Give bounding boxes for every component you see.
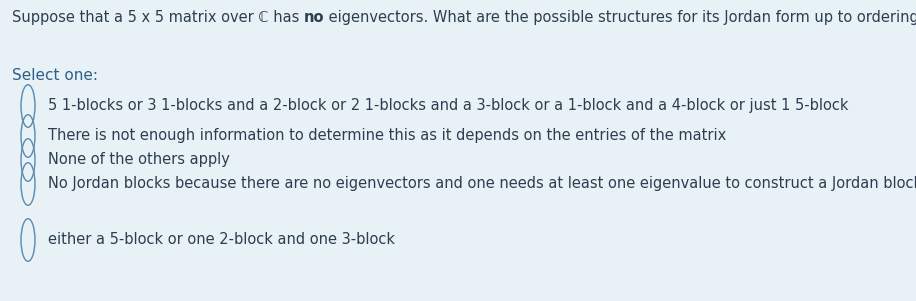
Text: Select one:: Select one:: [12, 68, 98, 83]
Text: There is not enough information to determine this as it depends on the entries o: There is not enough information to deter…: [48, 128, 726, 143]
Text: None of the others apply: None of the others apply: [48, 152, 230, 167]
Text: Suppose that a 5 x 5 matrix over ℂ has: Suppose that a 5 x 5 matrix over ℂ has: [12, 10, 304, 25]
Text: 5 1-blocks or 3 1-blocks and a 2-block or 2 1-blocks and a 3-block or a 1-block : 5 1-blocks or 3 1-blocks and a 2-block o…: [48, 98, 848, 113]
Text: no: no: [304, 10, 324, 25]
Text: No Jordan blocks because there are no eigenvectors and one needs at least one ei: No Jordan blocks because there are no ei…: [48, 176, 916, 191]
Text: eigenvectors. What are the possible structures for its Jordan form up to orderin: eigenvectors. What are the possible stru…: [324, 10, 916, 25]
Text: either a 5-block or one 2-block and one 3-block: either a 5-block or one 2-block and one …: [48, 232, 395, 247]
